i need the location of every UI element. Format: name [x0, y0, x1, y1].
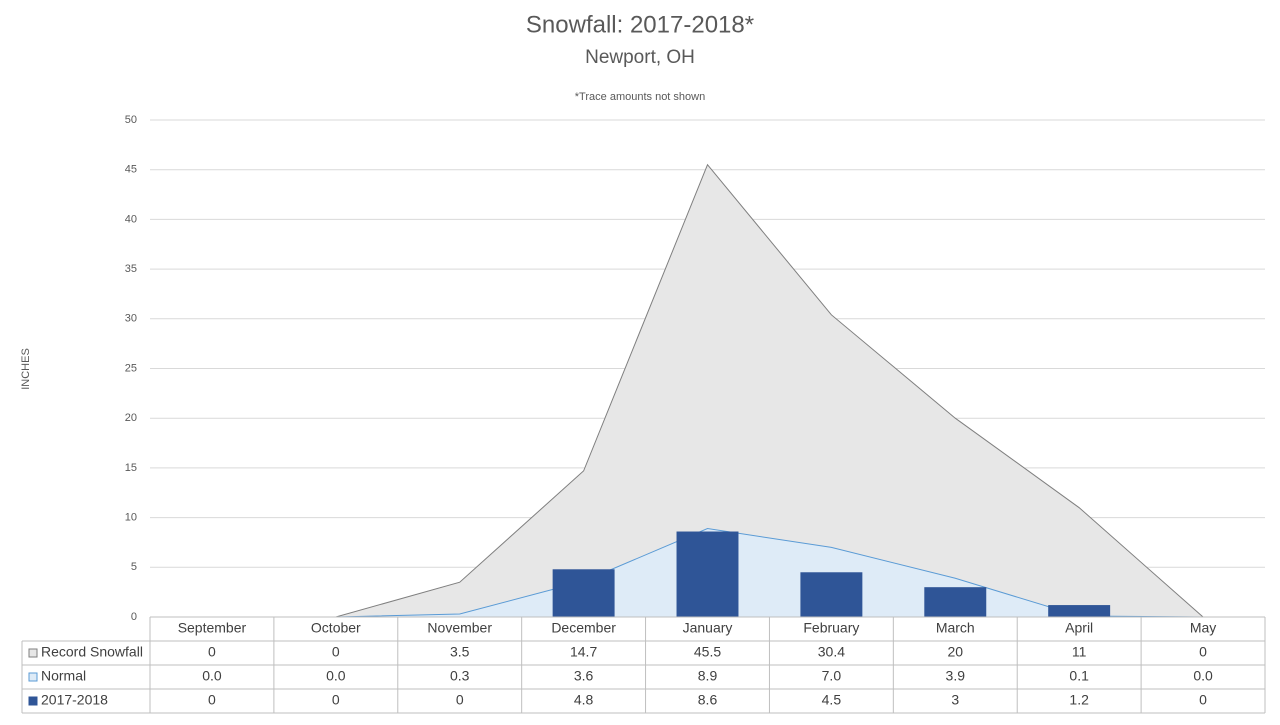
y-tick-label: 35 [125, 263, 137, 275]
x-tick-label: November [427, 620, 492, 636]
x-tick-label: December [551, 620, 616, 636]
x-tick-label: February [803, 620, 859, 636]
table-value: 3.6 [574, 668, 594, 684]
table-value: 1.2 [1069, 692, 1089, 708]
y-tick-label: 0 [131, 611, 137, 623]
table-value: 45.5 [694, 644, 721, 660]
x-tick-label: September [178, 620, 247, 636]
bar [552, 569, 615, 617]
table-value: 0 [208, 692, 216, 708]
bar [676, 531, 739, 617]
y-tick-label: 5 [131, 561, 137, 573]
table-value: 0.0 [1193, 668, 1213, 684]
table-value: 7.0 [822, 668, 842, 684]
table-value: 0 [1199, 692, 1207, 708]
legend-key [28, 648, 38, 658]
table-value: 14.7 [570, 644, 597, 660]
table-value: 0 [332, 692, 340, 708]
y-tick-label: 50 [125, 114, 137, 126]
y-tick-label: 20 [125, 412, 137, 424]
bar [800, 572, 863, 617]
y-tick-label: 25 [125, 362, 137, 374]
x-tick-label: January [683, 620, 733, 636]
table-value: 3.9 [946, 668, 966, 684]
table-value: 4.8 [574, 692, 594, 708]
y-tick-label: 45 [125, 164, 137, 176]
table-value: 0 [208, 644, 216, 660]
legend-label: Normal [41, 668, 86, 684]
bar [924, 587, 987, 617]
table-value: 30.4 [818, 644, 845, 660]
x-tick-label: October [311, 620, 361, 636]
table-value: 0 [332, 644, 340, 660]
area-line [211, 528, 1204, 618]
x-tick-label: May [1190, 620, 1216, 636]
y-axis-label: INCHES [20, 348, 32, 390]
area-line [211, 163, 1204, 618]
table-value: 20 [947, 644, 963, 660]
legend-key [28, 672, 38, 682]
y-tick-label: 40 [125, 213, 137, 225]
bar [1048, 605, 1111, 617]
table-value: 8.6 [698, 692, 718, 708]
table-value: 0 [456, 692, 464, 708]
y-tick-label: 10 [125, 512, 137, 524]
table-value: 4.5 [822, 692, 842, 708]
chart-title: Snowfall: 2017-2018* [526, 11, 754, 38]
chart-subtitle: Newport, OH [585, 47, 695, 68]
legend-label: Record Snowfall [41, 644, 143, 660]
x-tick-label: March [936, 620, 975, 636]
legend-label: 2017-2018 [41, 692, 108, 708]
x-tick-label: April [1065, 620, 1093, 636]
table-value: 0.0 [326, 668, 346, 684]
legend-key [28, 696, 38, 706]
table-value: 0.1 [1069, 668, 1089, 684]
table-value: 3.5 [450, 644, 470, 660]
table-value: 0.0 [202, 668, 222, 684]
area-fill [211, 164, 1204, 618]
y-tick-label: 15 [125, 462, 137, 474]
table-value: 8.9 [698, 668, 718, 684]
annotation: *Trace amounts not shown [575, 91, 705, 103]
table-value: 3 [951, 692, 959, 708]
table-value: 0 [1199, 644, 1207, 660]
y-tick-label: 30 [125, 313, 137, 325]
table-value: 11 [1072, 644, 1087, 660]
table-value: 0.3 [450, 668, 470, 684]
